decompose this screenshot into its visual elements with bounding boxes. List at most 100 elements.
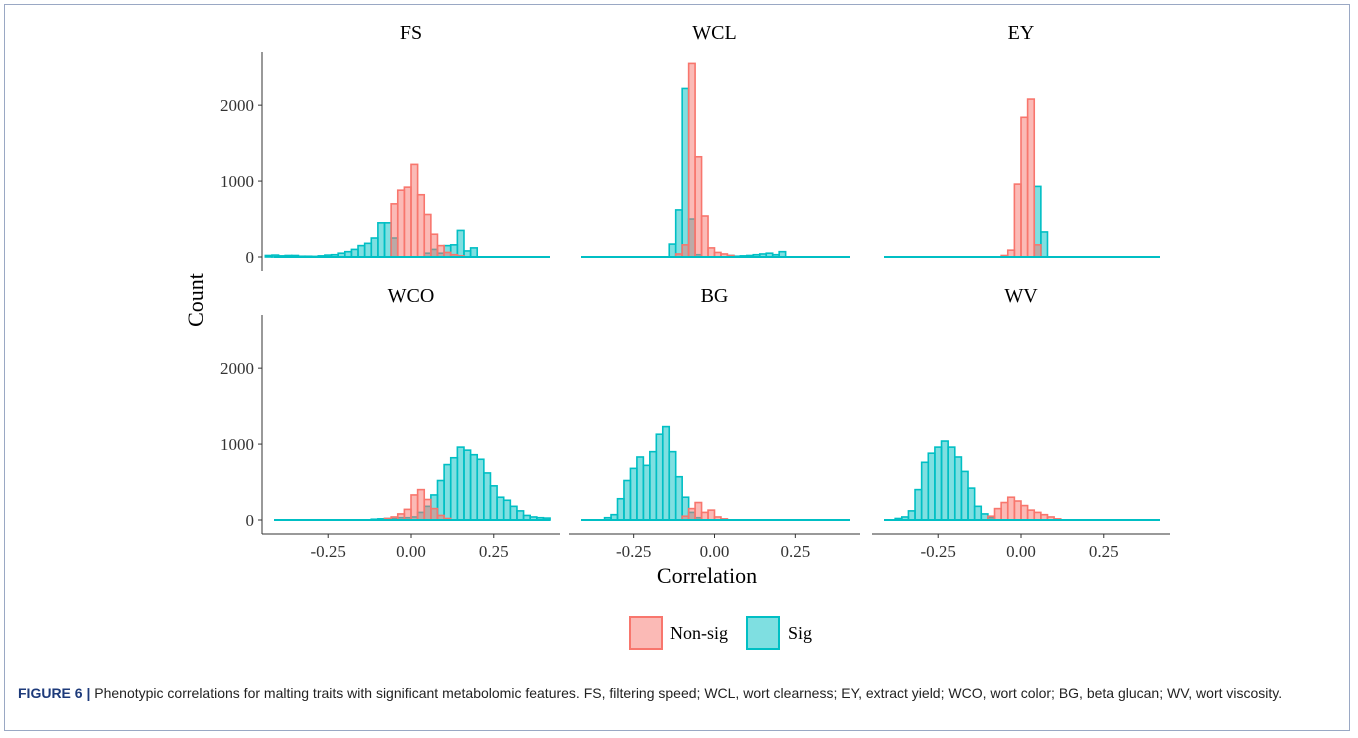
legend: Non-sig Sig — [629, 616, 812, 650]
figure-frame — [4, 4, 1350, 731]
histogram-bar — [973, 505, 983, 521]
histogram-bar — [1006, 249, 1016, 258]
x-axis-label: Correlation — [657, 563, 757, 588]
histogram-bar — [1020, 116, 1029, 258]
histogram-bar — [1006, 496, 1016, 521]
panel-wco: WCO 0 1000 2000 -0.25 0.00 0.25 — [220, 285, 560, 561]
histogram-bar — [649, 450, 658, 521]
histogram-bar — [430, 233, 439, 258]
histogram-bar — [436, 479, 445, 521]
legend-label-non-sig: Non-sig — [670, 623, 728, 643]
y-tick-label: 1000 — [220, 172, 254, 191]
histogram-bar — [934, 446, 943, 521]
histogram-bar — [443, 463, 452, 521]
histogram-bar — [383, 222, 392, 258]
histogram-bar — [655, 433, 664, 521]
histogram-bar — [940, 440, 949, 521]
histogram-bar — [390, 203, 399, 258]
histogram-bar — [623, 479, 632, 521]
facet-title: FS — [400, 22, 422, 44]
histogram-bar — [668, 243, 677, 258]
figure-label: FIGURE 6 | — [18, 685, 91, 701]
histogram-bar — [1040, 231, 1049, 258]
y-tick-label: 0 — [246, 511, 255, 530]
histogram-bar — [1033, 511, 1042, 521]
histogram-bar — [357, 244, 366, 258]
histogram-bar — [681, 244, 690, 258]
histogram-bar — [616, 497, 625, 521]
histogram-bar — [1013, 183, 1022, 258]
histogram-bar — [456, 446, 465, 521]
legend-key-sig — [746, 616, 780, 650]
histogram-bar — [469, 453, 479, 521]
histogram-bar — [1020, 504, 1029, 521]
histogram-bar — [694, 155, 703, 258]
histogram-bar — [947, 446, 956, 521]
histogram-bar — [430, 507, 439, 521]
histogram-bar — [489, 485, 498, 521]
histogram-bar — [674, 209, 683, 258]
histogram-bar — [1000, 501, 1009, 521]
histogram-bar — [1026, 509, 1036, 521]
histogram-bar — [423, 213, 432, 258]
facet-title: EY — [1008, 22, 1035, 44]
histogram-bar — [681, 87, 690, 258]
histogram-bar — [370, 237, 379, 258]
histogram-bar — [1026, 98, 1036, 258]
facet-title: WCL — [692, 22, 736, 44]
histogram-bar — [914, 488, 923, 521]
histogram-bar — [687, 507, 696, 521]
histogram-bar — [410, 494, 419, 521]
histogram-bar — [403, 186, 412, 258]
histogram-bar — [264, 254, 273, 258]
y-tick-label: 1000 — [220, 435, 254, 454]
panels-layer: FS 0 1000 2000 WCL EY WCO 0 1000 2000 -0.25 0.00 0.2… — [220, 22, 1170, 561]
histogram-bar — [700, 215, 709, 258]
histogram-bar — [636, 456, 645, 521]
x-tick-label: 0.00 — [700, 542, 730, 561]
legend-key-non-sig — [629, 616, 663, 650]
histogram-bar — [1013, 500, 1022, 521]
x-tick-label: 0.25 — [1089, 542, 1119, 561]
histogram-bar — [960, 470, 969, 521]
histogram-bar — [363, 242, 373, 258]
histogram-bar — [396, 189, 406, 258]
histogram-bar — [674, 475, 683, 521]
histogram-bar — [463, 449, 472, 521]
histogram-bar — [436, 244, 445, 258]
histogram-bar — [377, 222, 386, 258]
histogram-bar — [927, 452, 936, 521]
facet-title: WV — [1004, 285, 1038, 307]
histogram-bar — [687, 62, 696, 258]
histogram-bar — [350, 248, 359, 258]
x-tick-label: 0.00 — [396, 542, 426, 561]
histogram-bar — [707, 509, 716, 521]
legend-label-sig: Sig — [788, 623, 812, 643]
faceted-histogram-chart: FS 0 1000 2000 WCL EY WCO 0 1000 2000 -0.25 0.00 0.2… — [183, 22, 1170, 650]
histogram-bar — [502, 499, 512, 521]
histogram-bar — [516, 510, 525, 521]
x-tick-label: -0.25 — [311, 542, 346, 561]
facet-title: BG — [701, 285, 729, 307]
histogram-bar — [476, 458, 485, 521]
histogram-bar — [694, 501, 703, 521]
x-tick-label: 0.25 — [479, 542, 509, 561]
histogram-bar — [410, 163, 419, 258]
y-axis-label: Count — [183, 273, 208, 327]
histogram-bar — [668, 450, 677, 521]
histogram-bar — [993, 507, 1002, 521]
histogram-bar — [967, 487, 976, 521]
x-tick-label: -0.25 — [616, 542, 651, 561]
histogram-bar — [953, 456, 963, 521]
panel-bg: BG -0.25 0.00 0.25 — [569, 285, 860, 561]
panel-wv: WV -0.25 0.00 0.25 — [872, 285, 1170, 561]
caption-text: Phenotypic correlations for malting trai… — [90, 685, 1283, 701]
histogram-bar — [496, 496, 505, 521]
histogram-bar — [661, 425, 671, 521]
histogram-bar — [483, 472, 492, 521]
histogram-bar — [629, 467, 638, 521]
histogram-bar — [920, 461, 930, 521]
y-tick-label: 2000 — [220, 96, 254, 115]
y-tick-label: 2000 — [220, 359, 254, 378]
histogram-bar — [509, 505, 518, 521]
